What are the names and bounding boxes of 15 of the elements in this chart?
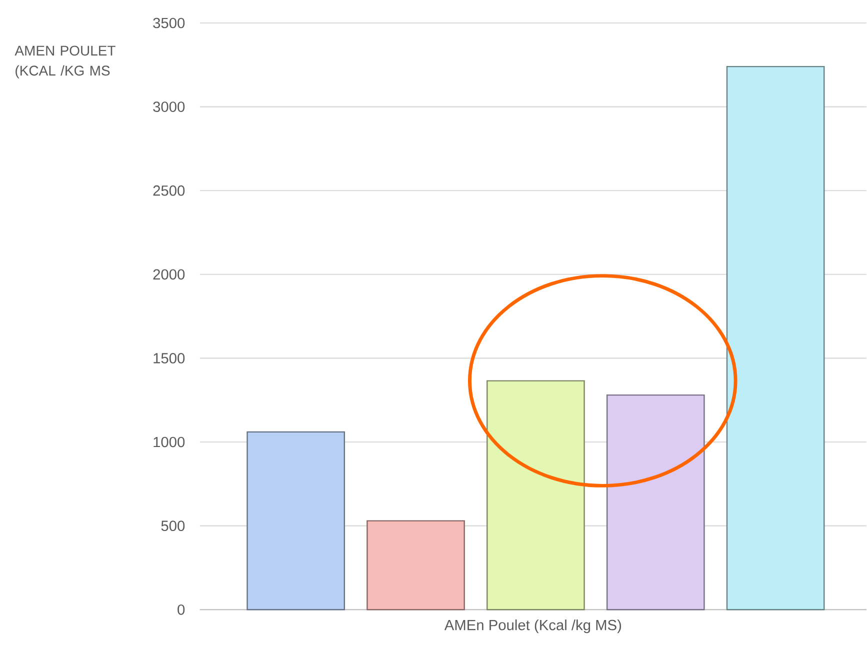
- bar: [246, 432, 345, 610]
- y-tick-label: 1500: [154, 353, 185, 364]
- bar: [606, 394, 705, 610]
- y-tick-label: 3000: [153, 102, 185, 112]
- y-tick-label: 500: [161, 520, 185, 532]
- y-tick-label: 2000: [153, 269, 185, 280]
- bar: [726, 66, 825, 610]
- bar: [486, 380, 585, 610]
- y-tick-label: 1000: [154, 437, 185, 448]
- y-tick-label: 2500: [153, 186, 185, 196]
- y-tick-label: 0: [178, 604, 185, 616]
- bar: [366, 520, 465, 610]
- x-axis-title: AMEn Poulet (Kcal /kg MS): [444, 620, 622, 634]
- y-axis-title: AMEN POULET (KCAL /KG MS: [14, 46, 116, 79]
- y-tick-label: 3500: [153, 18, 185, 28]
